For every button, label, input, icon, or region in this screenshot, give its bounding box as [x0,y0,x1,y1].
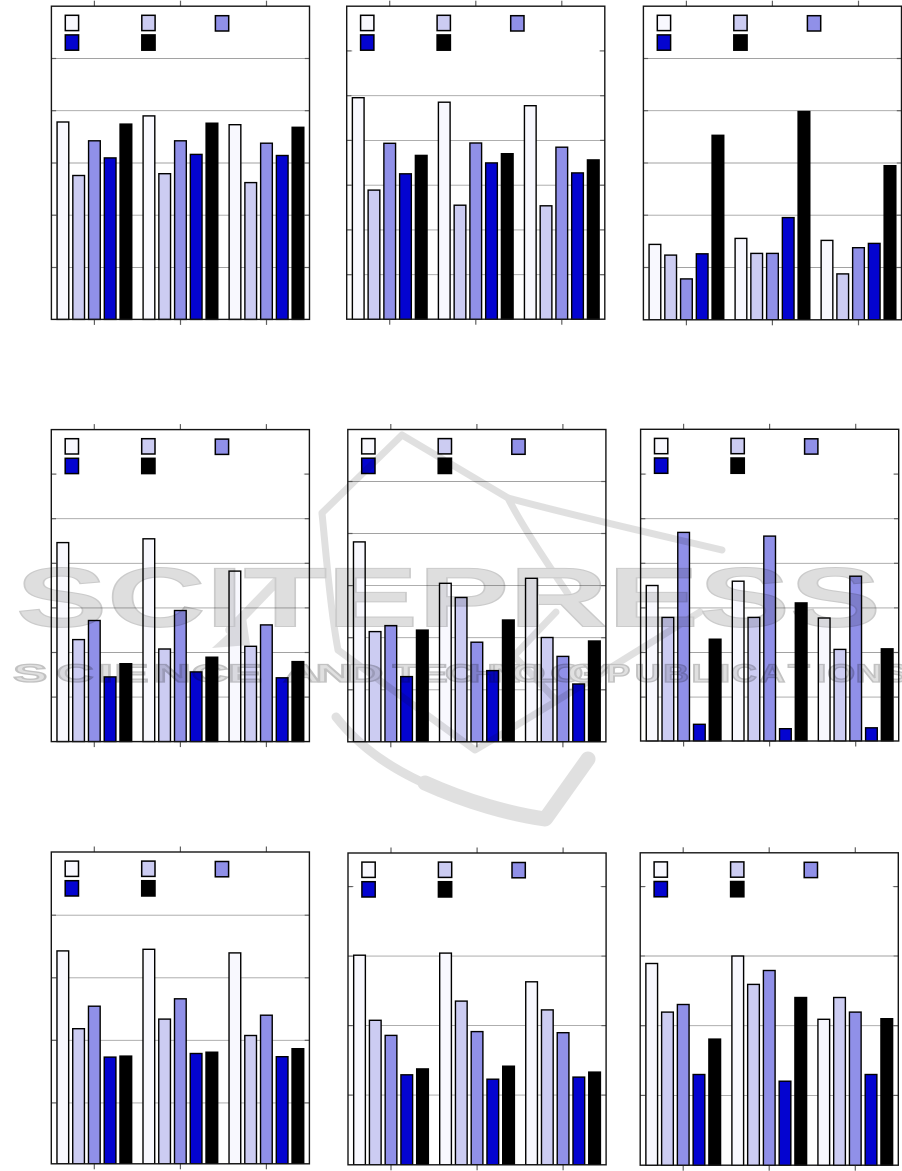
svg-text:TECHNOLOGY: TECHNOLOGY [393,660,612,688]
svg-text:SCIENCE AND: SCIENCE AND [13,659,383,688]
svg-text:SCITEPRESS: SCITEPRESS [16,551,881,645]
